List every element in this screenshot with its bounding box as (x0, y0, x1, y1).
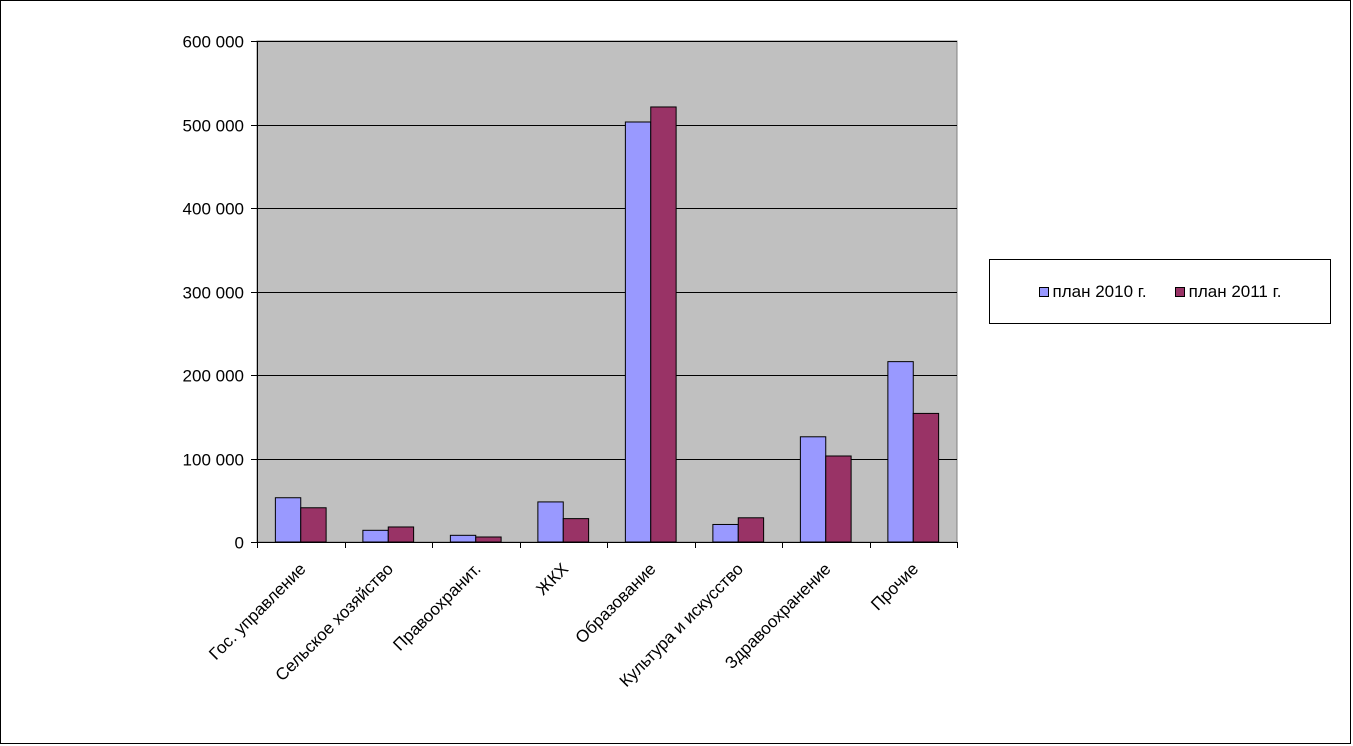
x-category-label: ЖКХ (533, 559, 573, 599)
y-tick-label: 300 000 (183, 284, 244, 303)
x-category-label: Образование (572, 559, 660, 647)
bar-2011-4 (650, 106, 677, 543)
x-category-label: Правоохранит. (389, 559, 484, 654)
bar-2011-7 (912, 412, 940, 543)
y-tick-label: 0 (235, 534, 244, 553)
bar-2010-7 (887, 361, 914, 543)
legend-swatch-2011 (1174, 286, 1185, 297)
legend-label-2010: план 2010 г. (1052, 281, 1147, 301)
bar-2010-3 (537, 501, 564, 543)
legend-swatch-2010 (1038, 286, 1049, 297)
y-tick-label: 500 000 (183, 117, 244, 136)
axes (251, 41, 958, 548)
bar-2011-2 (475, 536, 502, 543)
legend-label-2011: план 2011 г. (1188, 281, 1282, 301)
legend: план 2010 г. план 2011 г. (989, 259, 1331, 324)
y-tick-label: 200 000 (183, 367, 244, 386)
bars (274, 106, 940, 543)
plot-area (256, 40, 958, 543)
bar-2010-4 (624, 121, 652, 543)
bar-2011-5 (737, 517, 765, 543)
bar-2011-3 (562, 518, 590, 543)
legend-item-2011: план 2011 г. (1174, 281, 1282, 302)
legend-item-2010: план 2010 г. (1038, 281, 1147, 302)
bar-2010-0 (274, 497, 302, 543)
x-category-label: Прочие (867, 559, 922, 614)
plot-background (256, 40, 958, 543)
bar-2010-5 (712, 523, 739, 543)
bar-2010-2 (449, 534, 477, 543)
bar-2010-1 (362, 529, 389, 543)
y-tick-label: 400 000 (183, 200, 244, 219)
bar-2010-6 (799, 436, 827, 543)
bar-2011-1 (387, 526, 415, 543)
y-tick-label: 100 000 (183, 451, 244, 470)
bar-2011-6 (825, 455, 852, 543)
bar-2011-0 (300, 507, 327, 543)
y-tick-label: 600 000 (183, 33, 244, 52)
